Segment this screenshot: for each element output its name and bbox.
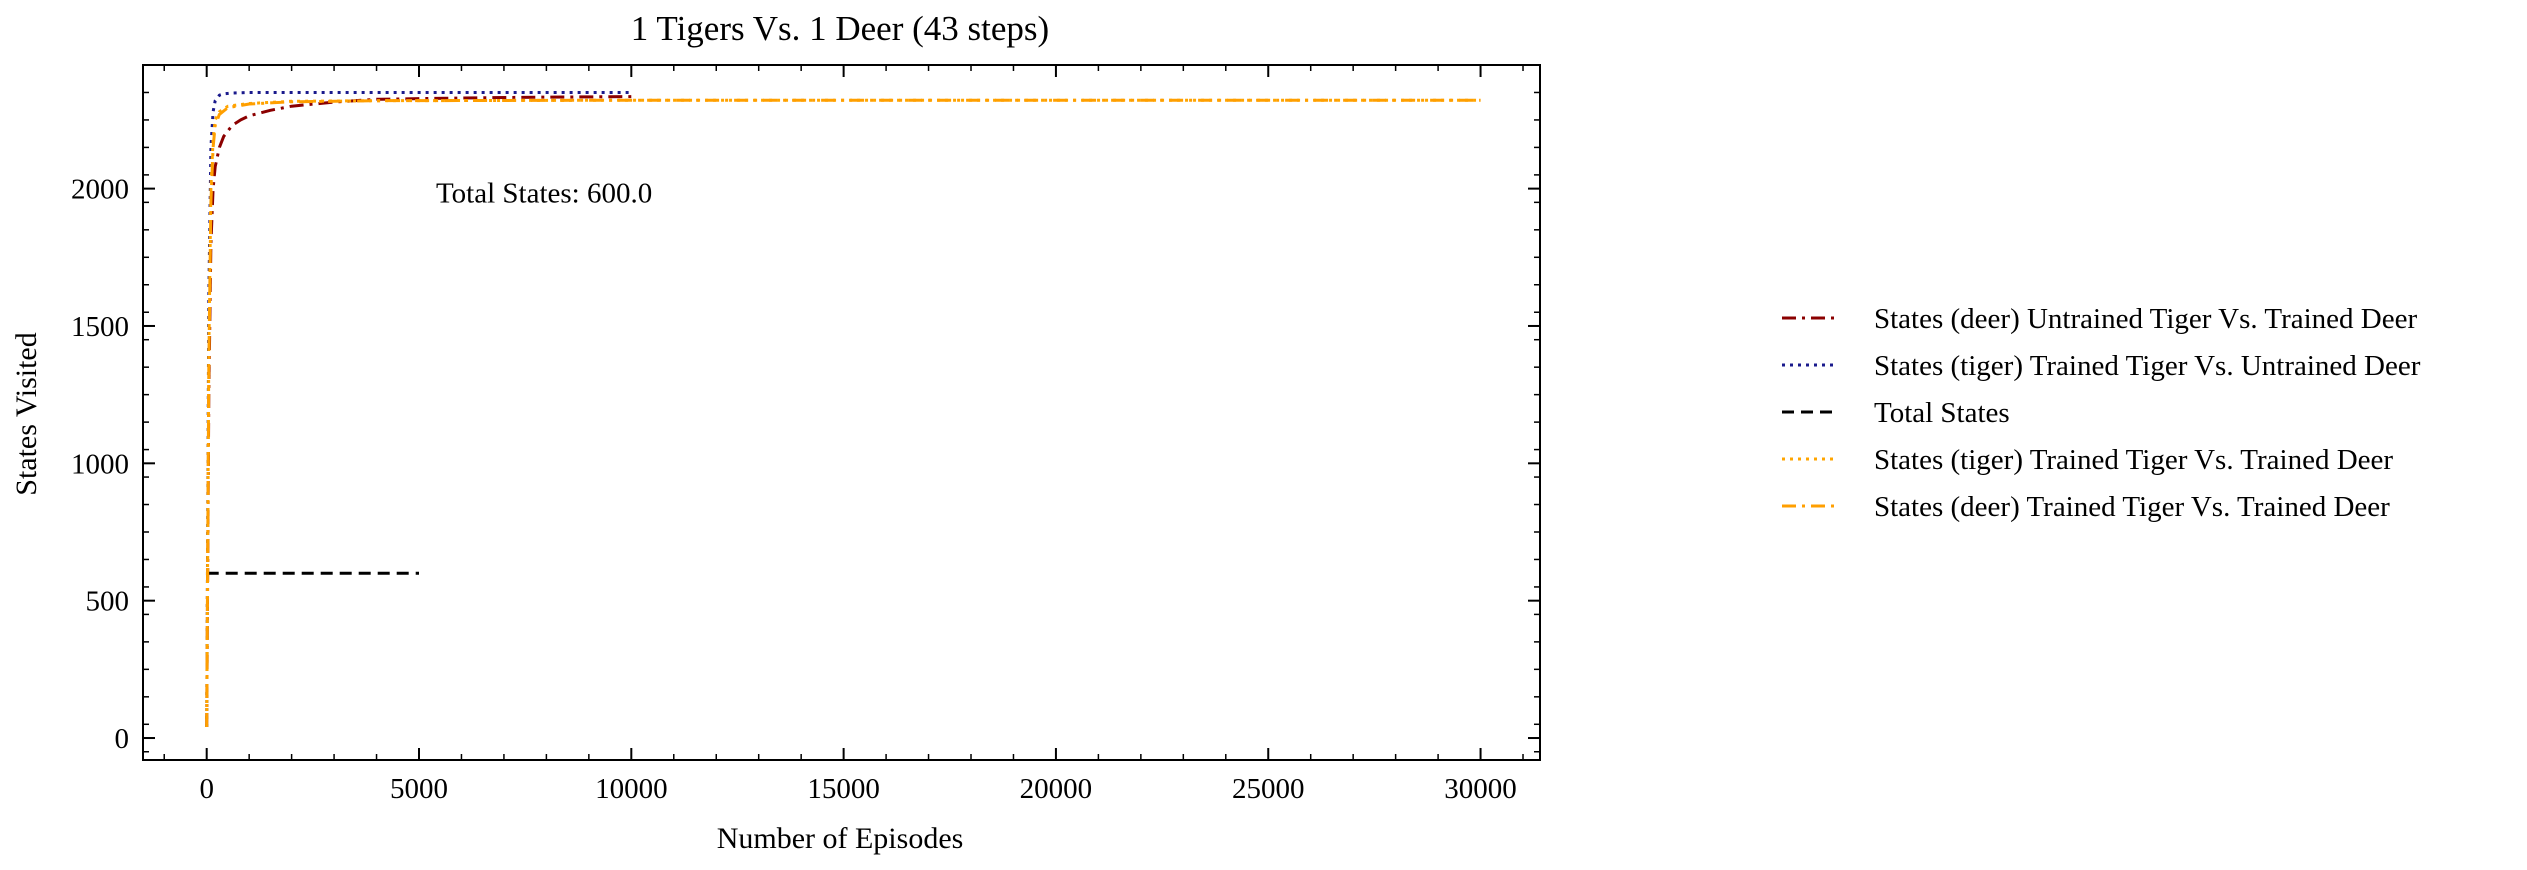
y-tick-label: 0: [115, 723, 130, 755]
legend-label-5: States (deer) Trained Tiger Vs. Trained …: [1874, 491, 2390, 523]
y-tick-label: 1000: [71, 448, 129, 480]
plot-area: 0 5000 10000 15000 20000 25000 30000 0 500 1000 15…: [71, 64, 1541, 805]
y-tick-label: 1500: [71, 311, 129, 343]
x-tick-label: 30000: [1444, 773, 1517, 805]
chart-title: 1 Tigers Vs. 1 Deer (43 steps): [631, 9, 1049, 48]
y-tick-label: 500: [86, 586, 130, 618]
legend-label-4: States (tiger) Trained Tiger Vs. Trained…: [1874, 444, 2393, 476]
total-states-annotation: Total States: 600.0: [436, 177, 652, 209]
legend-label-2: States (tiger) Trained Tiger Vs. Untrain…: [1874, 350, 2421, 382]
y-axis-label: States Visited: [10, 332, 43, 495]
plot-frame: [142, 64, 1541, 761]
series-line-5: [205, 98, 1481, 728]
series-line-2: [205, 91, 632, 728]
legend-label-1: States (deer) Untrained Tiger Vs. Traine…: [1874, 303, 2417, 335]
series-line-4: [205, 98, 1481, 728]
x-tick-label: 25000: [1232, 773, 1305, 805]
x-tick-label: 0: [199, 773, 214, 805]
legend-label-3: Total States: [1874, 397, 2010, 429]
x-axis-label: Number of Episodes: [717, 822, 964, 855]
legend: States (deer) Untrained Tiger Vs. Traine…: [1782, 303, 2421, 523]
x-tick-label: 20000: [1020, 773, 1093, 805]
x-tick-label: 15000: [807, 773, 880, 805]
x-tick-label: 5000: [390, 773, 448, 805]
y-tick-label: 2000: [71, 174, 129, 206]
series-line-1: [205, 95, 632, 728]
x-tick-label: 10000: [595, 773, 668, 805]
